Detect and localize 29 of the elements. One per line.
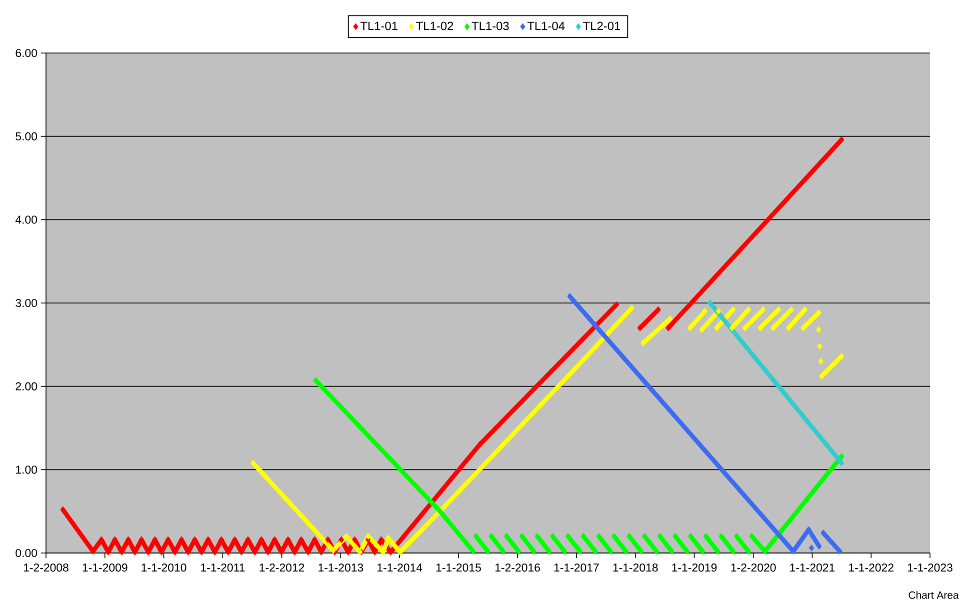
x-tick-label: 1-1-2021 — [790, 564, 835, 572]
x-tick-label: 1-1-2023 — [908, 564, 952, 572]
x-tick-label: 1-1-2015 — [436, 564, 481, 572]
y-tick-label: 1.00 — [16, 466, 38, 474]
x-tick-label: 1-1-2017 — [554, 564, 599, 572]
x-tick-label: 1-1-2022 — [849, 564, 894, 572]
y-tick-label: 4.00 — [15, 216, 38, 224]
x-tick-label: 1-1-2013 — [318, 564, 364, 572]
x-tick-label: 1-1-2010 — [142, 564, 186, 572]
legend-label: TL1-01 — [360, 22, 398, 30]
y-tick-label: 2.00 — [16, 382, 38, 390]
legend-label: TL2-01 — [583, 22, 620, 30]
y-tick-label: 5.00 — [16, 132, 38, 140]
y-tick-label: 6.00 — [16, 48, 38, 58]
x-tick-label: 1-1-2019 — [672, 564, 717, 572]
legend-label: TL1-04 — [527, 22, 565, 30]
x-tick-label: 1-1-2009 — [82, 564, 128, 572]
y-tick-label: 3.00 — [16, 298, 38, 308]
x-tick-label: 1-1-2018 — [613, 564, 658, 572]
x-tick-label: 1-2-2020 — [731, 564, 776, 572]
legend-label: TL1-02 — [416, 22, 454, 30]
x-tick-label: 1-2-2012 — [260, 564, 304, 572]
y-tick-label: 0.00 — [16, 548, 38, 558]
legend-label: TL1-03 — [472, 22, 509, 30]
x-tick-label: 1-1-2011 — [201, 564, 245, 572]
x-tick-label: 1-2-2016 — [495, 564, 540, 572]
x-tick-label: 1-2-2008 — [24, 564, 68, 572]
x-tick-label: 1-1-2014 — [378, 564, 422, 572]
text: Chart Area — [908, 591, 959, 599]
